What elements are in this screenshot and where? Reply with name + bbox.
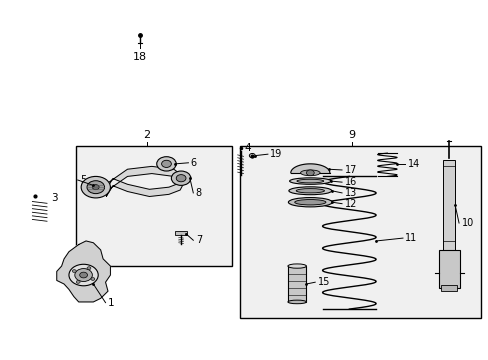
Text: 3: 3 (51, 193, 58, 203)
Text: 4: 4 (244, 143, 251, 153)
Bar (175, 231, 186, 235)
Circle shape (157, 157, 176, 171)
Ellipse shape (288, 187, 331, 195)
Ellipse shape (296, 179, 323, 183)
Circle shape (87, 181, 104, 194)
Circle shape (72, 270, 76, 273)
Text: 10: 10 (461, 218, 473, 228)
Text: 13: 13 (344, 188, 356, 198)
Text: 16: 16 (344, 177, 356, 187)
Ellipse shape (300, 170, 320, 176)
Text: 1: 1 (108, 298, 114, 308)
Circle shape (87, 267, 91, 270)
Polygon shape (57, 241, 110, 302)
Circle shape (75, 269, 92, 282)
Bar (287, 266, 306, 302)
Circle shape (81, 176, 110, 198)
Circle shape (76, 280, 80, 283)
Ellipse shape (296, 189, 324, 193)
Ellipse shape (289, 178, 330, 184)
Circle shape (92, 185, 99, 190)
Ellipse shape (288, 198, 331, 207)
Bar (76, 146, 232, 266)
Text: 9: 9 (347, 130, 355, 140)
Circle shape (176, 175, 185, 182)
Circle shape (91, 278, 95, 280)
Text: 17: 17 (344, 165, 356, 175)
Text: 5: 5 (80, 175, 86, 185)
Circle shape (80, 272, 87, 278)
Text: 12: 12 (344, 199, 356, 209)
Polygon shape (290, 164, 329, 173)
Bar (443, 160, 454, 252)
Text: 2: 2 (143, 130, 150, 140)
Circle shape (171, 171, 190, 185)
Ellipse shape (287, 300, 306, 304)
Text: 8: 8 (195, 188, 202, 198)
Bar (441, 285, 456, 291)
Polygon shape (106, 166, 183, 197)
Text: 15: 15 (317, 277, 329, 287)
Text: 6: 6 (190, 158, 197, 168)
Text: 19: 19 (270, 149, 282, 159)
Text: 7: 7 (195, 235, 202, 245)
Circle shape (306, 170, 314, 176)
Text: 18: 18 (132, 51, 146, 62)
Bar (438, 250, 459, 288)
Ellipse shape (287, 264, 306, 268)
Text: 14: 14 (407, 159, 419, 169)
Circle shape (161, 160, 171, 167)
Circle shape (69, 264, 98, 286)
Bar (239, 146, 480, 318)
Ellipse shape (294, 199, 325, 205)
Text: 11: 11 (405, 233, 417, 243)
